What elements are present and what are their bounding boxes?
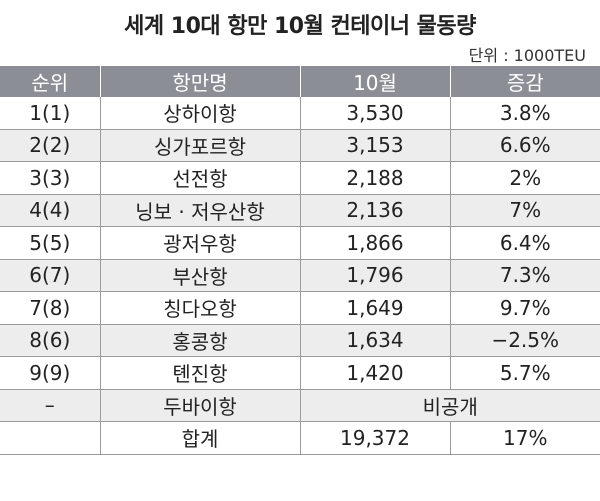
port-cell: 싱가포르항 (99, 129, 301, 162)
rank-cell: 9(9) (0, 356, 101, 390)
port-cell: 칭다오항 (99, 291, 301, 325)
rank-cell: – (0, 389, 101, 422)
table-row: 3(3) 선전항 2,188 2% (0, 161, 600, 195)
october-cell: 1,866 (299, 226, 451, 260)
port-cell: 광저우항 (99, 226, 301, 260)
table-title: 세계 10대 항만 10월 컨테이너 물동량 (124, 14, 476, 39)
total-label-cell: 합계 (99, 421, 301, 455)
change-cell: 6.4% (449, 226, 600, 260)
port-cell: 홍콩항 (99, 324, 301, 357)
change-cell: 7.3% (449, 259, 600, 292)
total-october-cell: 19,372 (299, 421, 451, 455)
unit-label: 단위 : 1000TEU (468, 46, 586, 65)
change-cell: 2% (449, 161, 600, 195)
change-cell: 5.7% (449, 356, 600, 390)
total-change-cell: 17% (449, 421, 600, 455)
change-cell: 6.6% (449, 129, 600, 162)
header-port: 항만명 (99, 66, 301, 97)
rank-cell: 2(2) (0, 129, 101, 162)
table-row-total: 합계 19,372 17% (0, 421, 600, 455)
rank-cell (0, 421, 101, 455)
change-cell: 9.7% (449, 291, 600, 325)
table-row-dubai: – 두바이항 비공개 (0, 389, 600, 422)
october-cell: 2,136 (299, 194, 451, 227)
port-cell: 선전항 (99, 161, 301, 195)
header-row: 순위 항만명 10월 증감 (0, 66, 600, 97)
table-row: 2(2) 싱가포르항 3,153 6.6% (0, 129, 600, 162)
port-cell: 톈진항 (99, 356, 301, 390)
header-change: 증감 (449, 66, 600, 97)
rank-cell: 1(1) (0, 97, 101, 130)
change-cell: 7% (449, 194, 600, 227)
rank-cell: 6(7) (0, 259, 101, 292)
header-october: 10월 (299, 66, 451, 97)
port-cell: 두바이항 (99, 389, 301, 422)
rank-cell: 7(8) (0, 291, 101, 325)
undisclosed-cell: 비공개 (299, 389, 600, 422)
october-cell: 1,796 (299, 259, 451, 292)
header-rank: 순위 (0, 66, 101, 97)
table-row: 6(7) 부산항 1,796 7.3% (0, 259, 600, 292)
rank-cell: 8(6) (0, 324, 101, 357)
table-row: 8(6) 홍콩항 1,634 −2.5% (0, 324, 600, 357)
october-cell: 2,188 (299, 161, 451, 195)
october-cell: 3,153 (299, 129, 451, 162)
october-cell: 3,530 (299, 97, 451, 130)
port-cell: 상하이항 (99, 97, 301, 130)
table-row: 4(4) 닝보 · 저우산항 2,136 7% (0, 194, 600, 227)
table-row: 9(9) 톈진항 1,420 5.7% (0, 356, 600, 390)
port-cell: 닝보 · 저우산항 (99, 194, 301, 227)
table-row: 5(5) 광저우항 1,866 6.4% (0, 226, 600, 260)
port-volume-table: 순위 항만명 10월 증감 1(1) 상하이항 3,530 3.8% 2(2) … (0, 66, 600, 455)
table-row: 1(1) 상하이항 3,530 3.8% (0, 97, 600, 130)
change-cell: 3.8% (449, 97, 600, 130)
october-cell: 1,649 (299, 291, 451, 325)
port-cell: 부산항 (99, 259, 301, 292)
october-cell: 1,420 (299, 356, 451, 390)
rank-cell: 3(3) (0, 161, 101, 195)
table-row: 7(8) 칭다오항 1,649 9.7% (0, 291, 600, 325)
rank-cell: 5(5) (0, 226, 101, 260)
october-cell: 1,634 (299, 324, 451, 357)
rank-cell: 4(4) (0, 194, 101, 227)
change-cell: −2.5% (449, 324, 600, 357)
